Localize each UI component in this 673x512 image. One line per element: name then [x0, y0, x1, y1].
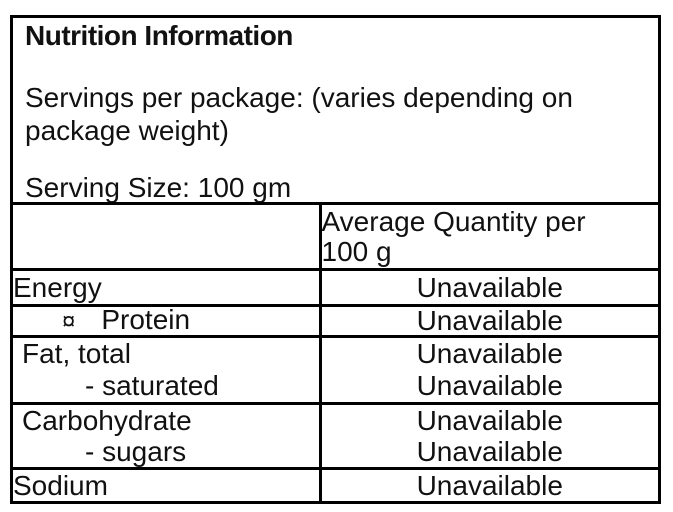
- intro-section: Nutrition Information Servings per packa…: [13, 18, 658, 202]
- row-value: Unavailable: [416, 405, 563, 437]
- row-label-cell: Sodium: [13, 467, 320, 502]
- row-sub-value: Unavailable: [416, 436, 563, 467]
- row-value-cell: Unavailable: [318, 467, 658, 502]
- table-row-energy: Energy Unavailable: [13, 268, 658, 306]
- row-sub-label: - saturated: [85, 370, 219, 401]
- header-empty-cell: [13, 202, 320, 270]
- header-quantity-line2: 100 g: [321, 235, 392, 267]
- servings-note-line1: Servings per package: (varies depending …: [25, 82, 573, 113]
- header-quantity-cell: Average Quantity per 100 g: [318, 202, 658, 270]
- nutrition-panel: Nutrition Information Servings per packa…: [10, 15, 661, 504]
- row-label: Fat, total: [22, 338, 131, 370]
- row-value-cell: Unavailable Unavailable: [318, 335, 658, 404]
- row-label-cell: ¤ Protein: [13, 304, 320, 337]
- row-label-cell: Fat, total - saturated: [13, 335, 320, 404]
- table-row-sodium: Sodium Unavailable: [13, 467, 658, 502]
- header-quantity-line1: Average Quantity per: [321, 205, 586, 237]
- row-value: Unavailable: [416, 338, 563, 370]
- servings-note: Servings per package: (varies depending …: [25, 81, 646, 147]
- table-row-carbohydrate: Carbohydrate - sugars Unavailable Unavai…: [13, 402, 658, 469]
- table-header-row: Average Quantity per 100 g: [13, 202, 658, 270]
- row-label: Protein: [101, 305, 191, 335]
- row-value-cell: Unavailable: [318, 268, 658, 306]
- table-row-protein: ¤ Protein Unavailable: [13, 304, 658, 337]
- row-label-cell: Energy: [13, 268, 320, 306]
- serving-size-text: Serving Size: 100 gm: [25, 172, 292, 202]
- page-title: Nutrition Information: [25, 20, 293, 51]
- nutrition-table: Average Quantity per 100 g Energy Unavai…: [13, 202, 658, 502]
- row-sub-label: - sugars: [85, 436, 187, 467]
- row-label-cell: Carbohydrate - sugars: [13, 402, 320, 469]
- row-sub-value: Unavailable: [416, 370, 563, 401]
- bullet-icon: ¤: [62, 308, 76, 335]
- row-value-cell: Unavailable: [318, 304, 658, 337]
- row-value-cell: Unavailable Unavailable: [318, 402, 658, 469]
- table-row-fat: Fat, total - saturated Unavailable Unava…: [13, 335, 658, 404]
- row-label: Carbohydrate: [22, 405, 192, 437]
- protein-label-line: ¤ Protein: [13, 305, 319, 336]
- servings-note-line2: package weight): [25, 115, 229, 146]
